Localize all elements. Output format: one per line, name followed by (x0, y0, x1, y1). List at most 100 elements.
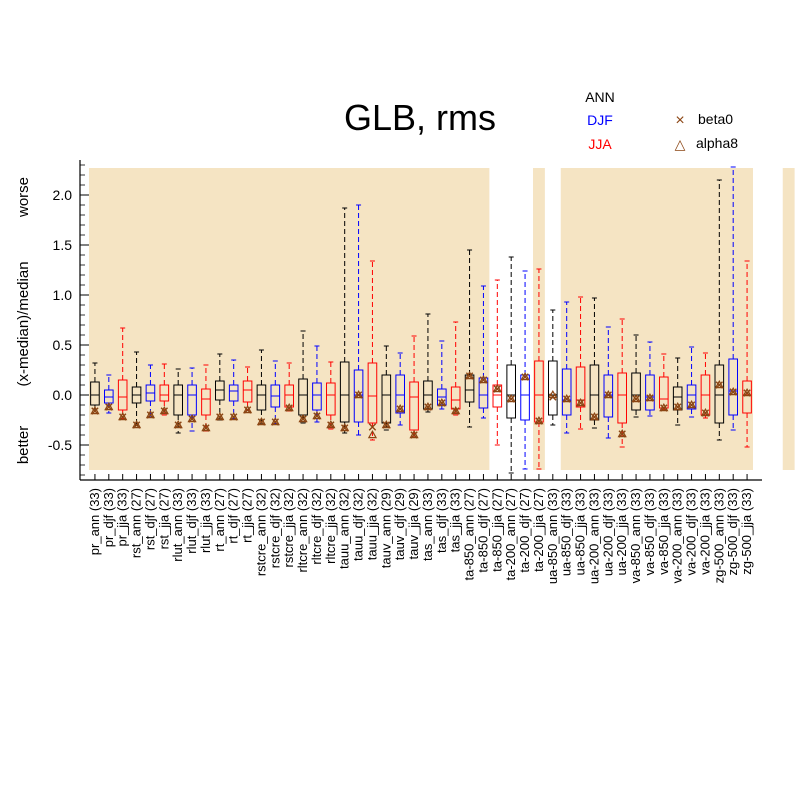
alpha8-marker (506, 393, 516, 403)
x-tick-label: ta-850_ann (27) (462, 488, 477, 581)
beta0-marker (368, 423, 377, 431)
x-tick-label: pr_ann (33) (87, 488, 102, 555)
box-iqr (395, 374, 405, 414)
y-tick-label: 1.0 (53, 287, 73, 303)
alpha8-marker (159, 405, 169, 415)
box-iqr (714, 364, 725, 424)
x-tick-label: rst_djf (27) (142, 488, 157, 550)
x-tick-label: ta-200_jja (27) (531, 488, 546, 572)
box-32 (534, 268, 544, 470)
alpha8-marker (270, 416, 280, 426)
x-tick-label: rltcre_jja (32) (323, 488, 338, 564)
x-tick-label: va-200_ann (33) (670, 488, 685, 583)
legend-beta0-label: beta0 (698, 111, 733, 127)
alpha8-marker (90, 405, 100, 415)
y-tick-label: 1.5 (53, 237, 73, 253)
box-iqr (312, 382, 322, 411)
box-iqr (603, 374, 614, 418)
box-iqr (478, 377, 489, 409)
alpha8-marker (534, 415, 544, 425)
box-iqr (242, 380, 253, 403)
alpha8-marker (617, 428, 627, 438)
y-axis-label-worse: worse (15, 177, 32, 218)
alpha8-marker (118, 411, 128, 421)
y-tick-label: -0.5 (48, 437, 72, 453)
box-39 (631, 334, 641, 418)
alpha8-marker (686, 399, 697, 409)
alpha8-marker (728, 386, 738, 396)
legend-season-ann: ANN (585, 89, 615, 105)
box-iqr (367, 362, 378, 424)
box-iqr (645, 374, 655, 411)
x-tick-label: zg-500_jja (33) (739, 488, 754, 575)
x-tick-label: va-200_jja (33) (697, 488, 712, 575)
box-iqr (631, 372, 641, 411)
alpha8-marker (742, 387, 752, 397)
x-tick-label: rst_ann (27) (129, 488, 144, 558)
alpha8-marker (201, 422, 211, 432)
alpha8-marker (340, 422, 350, 432)
x-tick-label: rt_ann (27) (212, 488, 227, 552)
y-tick-label: 0.5 (53, 337, 73, 353)
box-iqr (575, 366, 586, 408)
box-iqr (450, 386, 461, 410)
y-tick-label: 0.0 (53, 387, 73, 403)
box-iqr (284, 384, 294, 408)
alpha8-marker (464, 370, 475, 380)
marker-legend: × beta0 △ alpha8 (675, 111, 739, 152)
alpha8-marker (256, 416, 267, 426)
season-legend: ANN DJF JJA (585, 89, 615, 152)
x-tick-label: rlut_djf (33) (184, 488, 199, 554)
box-iqr (534, 360, 544, 423)
box-iqr (686, 384, 697, 410)
box-6 (173, 368, 183, 434)
alpha8-marker (326, 419, 336, 429)
x-tick-label: tauu_ann (32) (337, 488, 352, 569)
box-20 (367, 260, 378, 441)
x-tick-label: va-850_ann (33) (628, 488, 643, 583)
box-iqr (256, 384, 267, 411)
legend-alpha8-label: alpha8 (696, 135, 738, 151)
box-7 (187, 367, 197, 432)
alpha8-marker (409, 429, 419, 439)
x-tick-label: tauv_djf (29) (392, 488, 407, 560)
alpha8-marker (520, 371, 530, 381)
alpha8-marker (353, 389, 364, 399)
alpha8-marker (437, 397, 447, 407)
y-axis-label-better: better (15, 426, 32, 464)
x-tick-label: rt_jja (27) (240, 488, 255, 543)
box-iqr (90, 381, 100, 406)
box-iqr (326, 382, 336, 416)
x-tick-label: ta-200_ann (27) (503, 488, 518, 581)
x-tick-label: zg-500_djf (33) (725, 488, 740, 575)
alpha8-marker (395, 403, 405, 413)
x-tick-label: rstcre_djf (32) (267, 488, 282, 568)
box-iqr (548, 360, 558, 416)
box-46 (728, 166, 738, 431)
x-tick-label: tauu_jja (32) (364, 488, 379, 560)
alpha8-marker (562, 393, 572, 403)
x-tick-label: rltcre_djf (32) (309, 488, 324, 565)
x-tick-label: rstcre_ann (32) (253, 488, 268, 576)
alpha8-marker (714, 379, 724, 389)
legend-alpha8-symbol: △ (675, 136, 686, 152)
x-tick-label: tas_ann (33) (420, 488, 435, 561)
alpha8-marker (131, 419, 142, 429)
legend-season-jja: JJA (588, 136, 612, 152)
shaded-region (89, 168, 490, 470)
alpha8-marker (492, 383, 502, 393)
x-tick-label: pr_djf (33) (101, 488, 116, 547)
alpha8-marker (298, 413, 308, 423)
x-tick-label: ua-850_ann (33) (545, 488, 560, 584)
box-5 (159, 363, 170, 416)
alpha8-marker (381, 419, 391, 429)
alpha8-marker (673, 401, 683, 411)
box-iqr (117, 379, 128, 411)
box-43 (686, 346, 697, 418)
box-28 (478, 285, 489, 419)
x-tick-label: rstcre_jja (32) (281, 488, 296, 567)
alpha8-marker (645, 392, 655, 402)
box-iqr (464, 374, 475, 403)
